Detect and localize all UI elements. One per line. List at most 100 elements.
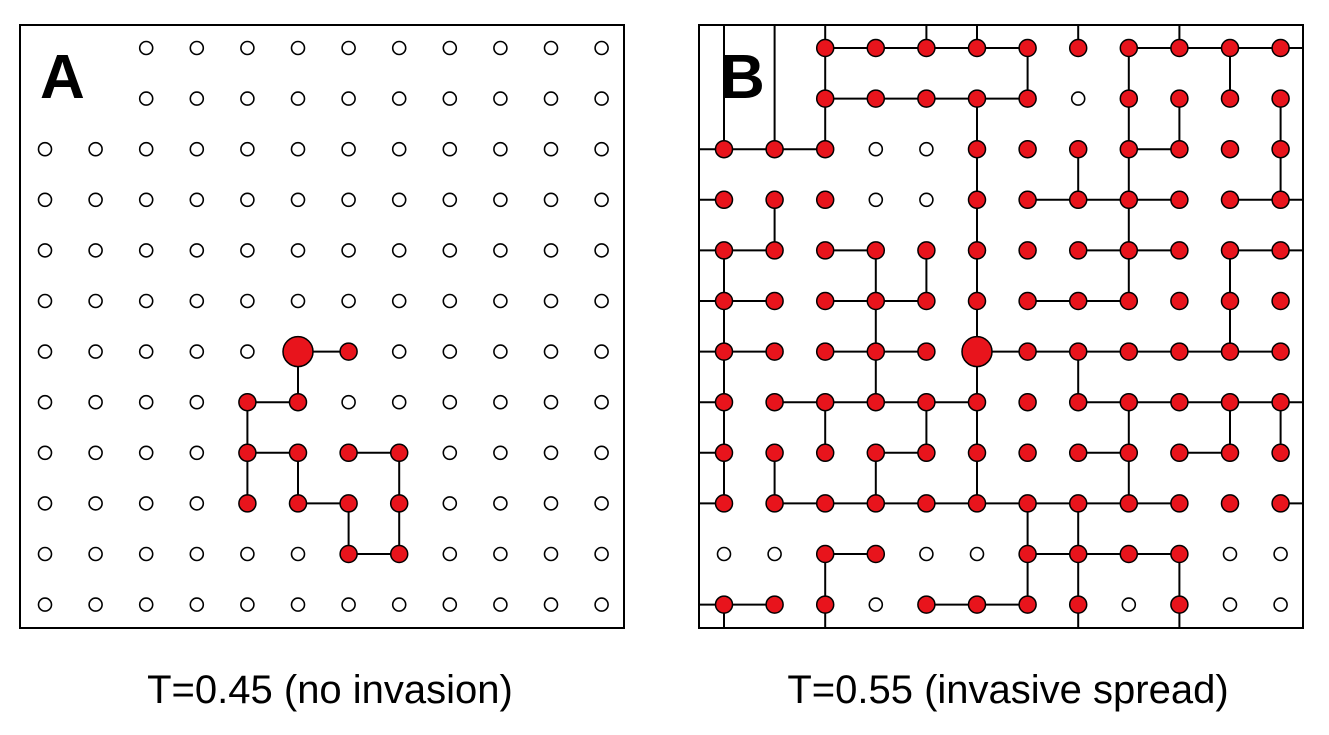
empty-node [594,597,609,612]
empty-node [919,546,934,562]
empty-node [442,394,458,410]
occupied-node [288,392,308,412]
empty-node [88,597,103,612]
occupied-node [1220,38,1240,58]
empty-node [341,141,356,157]
empty-node [594,344,609,359]
occupied-node [1271,342,1290,361]
empty-node [341,293,356,309]
empty-node [543,546,559,562]
panel-b-label: B [720,43,765,112]
occupied-node [1271,291,1290,311]
occupied-node [1170,595,1189,614]
occupied-node [1018,291,1037,311]
occupied-node [1068,38,1088,58]
occupied-node [1068,443,1088,463]
occupied-node [714,494,734,513]
occupied-node [1068,494,1088,513]
occupied-node [765,190,784,210]
empty-node [442,546,458,562]
empty-node [493,445,508,461]
occupied-node [917,38,936,58]
empty-node [138,496,154,511]
empty-node [391,344,407,359]
occupied-node [339,443,358,463]
empty-node [391,597,407,612]
occupied-node [1018,443,1037,463]
occupied-node [389,544,409,564]
empty-node [290,40,306,56]
empty-node [189,394,205,410]
occupied-node [815,494,835,513]
empty-node [189,344,205,359]
occupied-node [714,443,734,463]
occupied-node [1119,544,1139,564]
empty-node [442,293,458,309]
panel-b-frame [698,24,1304,629]
occupied-node [765,241,784,260]
occupied-node [1119,190,1139,210]
empty-node [442,445,458,461]
empty-node [138,394,154,410]
occupied-node [967,139,987,159]
empty-node [88,293,103,309]
occupied-node [765,291,784,311]
occupied-node [1271,392,1290,412]
empty-node [290,192,306,208]
occupied-node [1068,190,1088,210]
occupied-node [1170,139,1189,159]
occupied-node [714,241,734,260]
occupied-node [238,392,257,412]
occupied-node [1170,494,1189,513]
empty-node [189,546,205,562]
empty-node [1070,91,1086,106]
empty-node [868,192,884,208]
occupied-node [917,241,936,260]
empty-node [138,293,154,309]
occupied-node [1170,544,1189,564]
occupied-node [1170,190,1189,210]
occupied-node [238,494,257,513]
occupied-node [714,139,734,159]
occupied-node [917,443,936,463]
occupied-node [1068,392,1088,412]
occupied-node [1018,139,1037,159]
occupied-node [765,392,784,412]
empty-node [88,141,103,157]
empty-node [240,344,255,359]
panel-a: A T=0.45 (no invasion) [19,24,625,712]
occupied-node [1220,89,1240,108]
occupied-node [1018,38,1037,58]
empty-node [391,91,407,106]
occupied-node [815,595,835,614]
empty-node [1273,546,1288,562]
occupied-node [866,291,886,311]
empty-node [594,91,609,106]
occupied-node [288,443,308,463]
occupied-node [1220,291,1240,311]
occupied-node [815,139,835,159]
occupied-node [1271,38,1290,58]
occupied-node [1119,38,1139,58]
empty-node [543,40,559,56]
empty-node [37,546,53,562]
empty-node [594,243,609,258]
empty-node [240,40,255,56]
occupied-node [1170,291,1189,311]
empty-node [240,546,255,562]
occupied-node [1170,38,1189,58]
occupied-node [815,544,835,564]
empty-node [868,597,884,612]
empty-node [493,40,508,56]
occupied-node [1170,342,1189,361]
empty-node [543,344,559,359]
occupied-node [389,443,409,463]
empty-node [189,243,205,258]
empty-node [37,344,53,359]
empty-node [594,546,609,562]
occupied-node [967,443,987,463]
empty-node [138,597,154,612]
empty-node [969,546,985,562]
empty-node [240,597,255,612]
occupied-node [917,392,936,412]
